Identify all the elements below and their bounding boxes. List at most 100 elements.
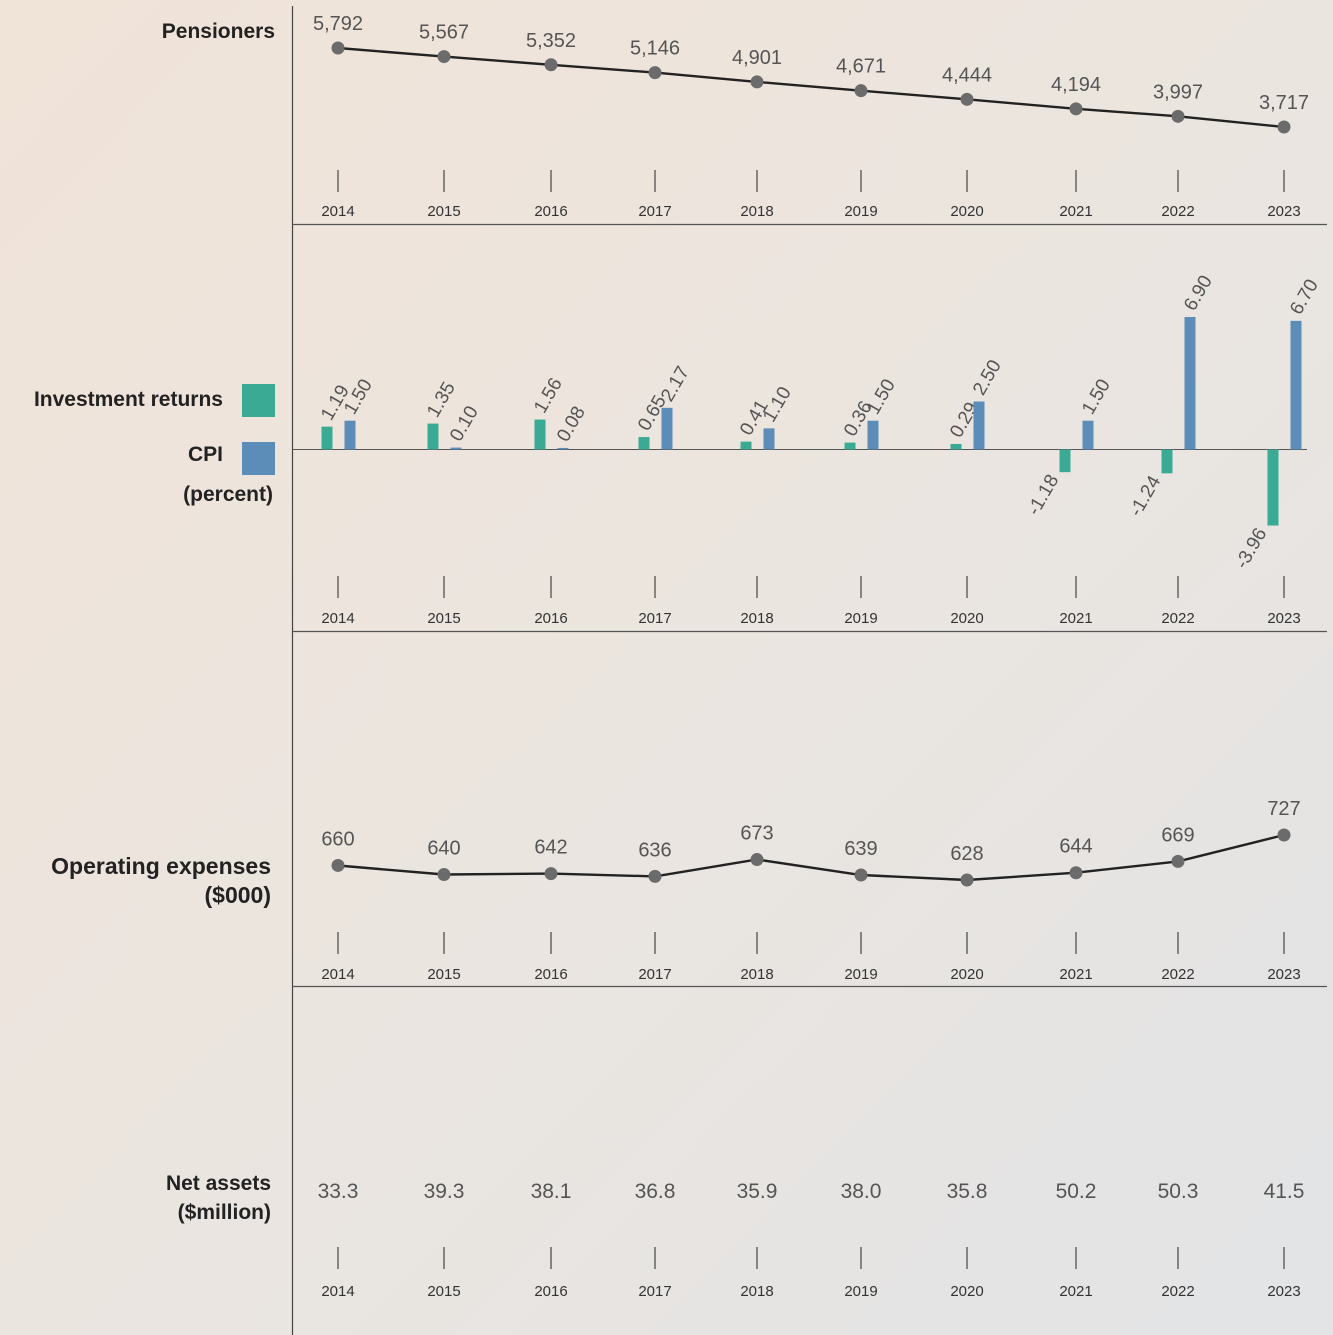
year-label: 2017 <box>638 203 671 220</box>
cpi-bar-value-label: 6.90 <box>1180 272 1217 315</box>
year-label: 2023 <box>1267 203 1300 220</box>
year-label: 2018 <box>740 610 773 627</box>
pensioners-point <box>1069 102 1083 116</box>
year-label: 2019 <box>844 203 877 220</box>
operating-expenses-point <box>1069 866 1083 880</box>
investment-bar <box>1059 449 1071 473</box>
cpi-bar <box>973 401 985 450</box>
operating-expenses-value-label: 660 <box>321 828 354 850</box>
net-assets-value: 35.8 <box>947 1180 988 1203</box>
cpi-bar-value-label: 0.10 <box>446 403 483 446</box>
cpi-bar <box>661 407 673 450</box>
year-label: 2014 <box>321 966 354 983</box>
operating-expenses-value-label: 642 <box>534 837 567 859</box>
cpi-bar-value-label: 2.17 <box>657 363 694 406</box>
year-label: 2020 <box>950 203 983 220</box>
pensioners-point <box>1277 120 1291 134</box>
pensioners-point <box>750 75 764 89</box>
pensioners-value-label: 3,997 <box>1153 81 1203 103</box>
year-label: 2019 <box>844 610 877 627</box>
operating-expenses-label: Operating expenses <box>51 853 271 879</box>
percent-label: (percent) <box>183 483 273 506</box>
operating-expenses-point <box>960 873 974 887</box>
net-assets-value: 33.3 <box>318 1180 359 1203</box>
operating-expenses-unit: ($000) <box>205 882 271 908</box>
year-label: 2023 <box>1267 610 1300 627</box>
net-assets-value: 36.8 <box>635 1180 676 1203</box>
year-label: 2022 <box>1161 610 1194 627</box>
year-label: 2015 <box>427 610 460 627</box>
cpi-bar <box>344 420 356 450</box>
net-assets-value: 38.1 <box>531 1180 572 1203</box>
year-label: 2018 <box>740 203 773 220</box>
pensioners-value-label: 5,352 <box>526 30 576 52</box>
year-label: 2015 <box>427 203 460 220</box>
pensioners-point <box>544 58 558 72</box>
operating-expenses-value-label: 727 <box>1267 798 1300 820</box>
cpi-bar-value-label: 6.70 <box>1286 276 1323 319</box>
pensioners-value-label: 4,194 <box>1051 74 1101 96</box>
net-assets-value: 41.5 <box>1264 1180 1305 1203</box>
operating-expenses-point <box>648 869 662 883</box>
pensioners-point <box>854 84 868 98</box>
net-assets-value: 50.3 <box>1158 1180 1199 1203</box>
net-assets-value: 38.0 <box>841 1180 882 1203</box>
pensioners-point <box>960 92 974 106</box>
operating-expenses-point <box>544 867 558 881</box>
year-label: 2021 <box>1059 1283 1092 1300</box>
year-label: 2016 <box>534 610 567 627</box>
investment-bar-value-label: 1.35 <box>423 379 460 422</box>
pensioners-value-label: 5,146 <box>630 38 680 60</box>
cpi-bar <box>1184 317 1196 450</box>
net-assets-value: 35.9 <box>737 1180 778 1203</box>
pensioners-point <box>1171 109 1185 123</box>
cpi-bar-value-label: 1.50 <box>340 376 377 419</box>
net-assets-value: 50.2 <box>1056 1180 1097 1203</box>
year-label: 2017 <box>638 610 671 627</box>
year-label: 2021 <box>1059 966 1092 983</box>
operating-expenses-point <box>1277 828 1291 842</box>
net-assets-label: Net assets <box>166 1172 271 1195</box>
year-label: 2017 <box>638 1283 671 1300</box>
pensioners-value-label: 4,444 <box>942 64 992 86</box>
investment-bar-value-label: 1.56 <box>530 375 567 418</box>
cpi-bar <box>557 447 569 450</box>
cpi-bar-value-label: 1.50 <box>1078 376 1115 419</box>
pensioners-value-label: 3,717 <box>1259 92 1309 114</box>
year-label: 2021 <box>1059 610 1092 627</box>
year-label: 2021 <box>1059 203 1092 220</box>
cpi-bar <box>763 428 775 450</box>
investment-bar <box>844 442 856 450</box>
cpi-bar <box>1290 320 1302 450</box>
year-label: 2015 <box>427 1283 460 1300</box>
year-label: 2023 <box>1267 966 1300 983</box>
pensioners-value-label: 5,792 <box>313 13 363 35</box>
investment-bar <box>638 437 650 450</box>
year-label: 2022 <box>1161 203 1194 220</box>
net-assets-value: 39.3 <box>424 1180 465 1203</box>
year-label: 2018 <box>740 1283 773 1300</box>
pensioners-value-label: 5,567 <box>419 22 469 44</box>
year-label: 2016 <box>534 1283 567 1300</box>
operating-expenses-value-label: 639 <box>844 838 877 860</box>
pensioners-label: Pensioners <box>162 20 275 43</box>
year-label: 2020 <box>950 966 983 983</box>
investment-bar <box>1161 449 1173 474</box>
year-label: 2019 <box>844 1283 877 1300</box>
cpi-bar-value-label: 0.08 <box>553 403 590 446</box>
cpi-bar <box>1082 420 1094 450</box>
pensioners-value-label: 4,901 <box>732 47 782 69</box>
net-assets-unit: ($million) <box>178 1201 271 1224</box>
investment-bar <box>534 419 546 450</box>
cpi-bar-value-label: 2.50 <box>969 356 1006 399</box>
pensioners-line <box>337 46 1285 129</box>
year-label: 2022 <box>1161 1283 1194 1300</box>
operating-expenses-point <box>331 858 345 872</box>
year-label: 2020 <box>950 1283 983 1300</box>
year-label: 2016 <box>534 966 567 983</box>
cpi-bar-value-label: 1.50 <box>863 376 900 419</box>
year-label: 2019 <box>844 966 877 983</box>
investment-returns-label: Investment returns <box>34 388 223 411</box>
investment-legend-swatch <box>242 384 275 417</box>
